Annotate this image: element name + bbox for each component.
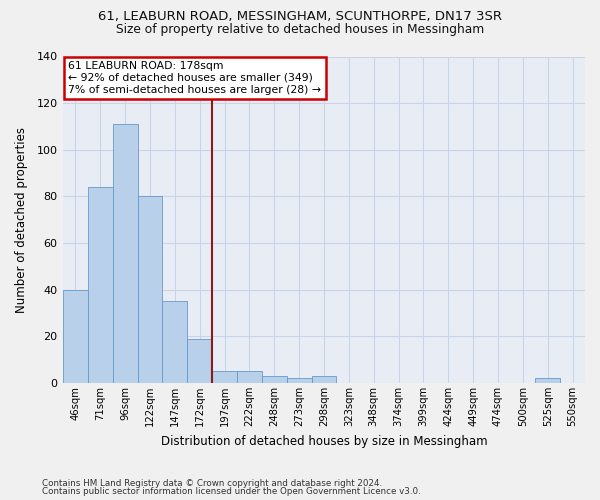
Text: Contains public sector information licensed under the Open Government Licence v3: Contains public sector information licen… [42, 488, 421, 496]
Text: Contains HM Land Registry data © Crown copyright and database right 2024.: Contains HM Land Registry data © Crown c… [42, 478, 382, 488]
Bar [113, 124, 137, 383]
Bar [287, 378, 311, 383]
Bar [63, 290, 88, 383]
Bar [88, 187, 113, 383]
Y-axis label: Number of detached properties: Number of detached properties [15, 127, 28, 313]
Bar [311, 376, 337, 383]
Bar [187, 338, 212, 383]
Text: Size of property relative to detached houses in Messingham: Size of property relative to detached ho… [116, 22, 484, 36]
X-axis label: Distribution of detached houses by size in Messingham: Distribution of detached houses by size … [161, 434, 487, 448]
Bar [237, 372, 262, 383]
Bar [212, 372, 237, 383]
Text: 61, LEABURN ROAD, MESSINGHAM, SCUNTHORPE, DN17 3SR: 61, LEABURN ROAD, MESSINGHAM, SCUNTHORPE… [98, 10, 502, 23]
Bar [262, 376, 287, 383]
Text: 61 LEABURN ROAD: 178sqm
← 92% of detached houses are smaller (349)
7% of semi-de: 61 LEABURN ROAD: 178sqm ← 92% of detache… [68, 62, 321, 94]
Bar [535, 378, 560, 383]
Bar [137, 196, 163, 383]
Bar [163, 302, 187, 383]
